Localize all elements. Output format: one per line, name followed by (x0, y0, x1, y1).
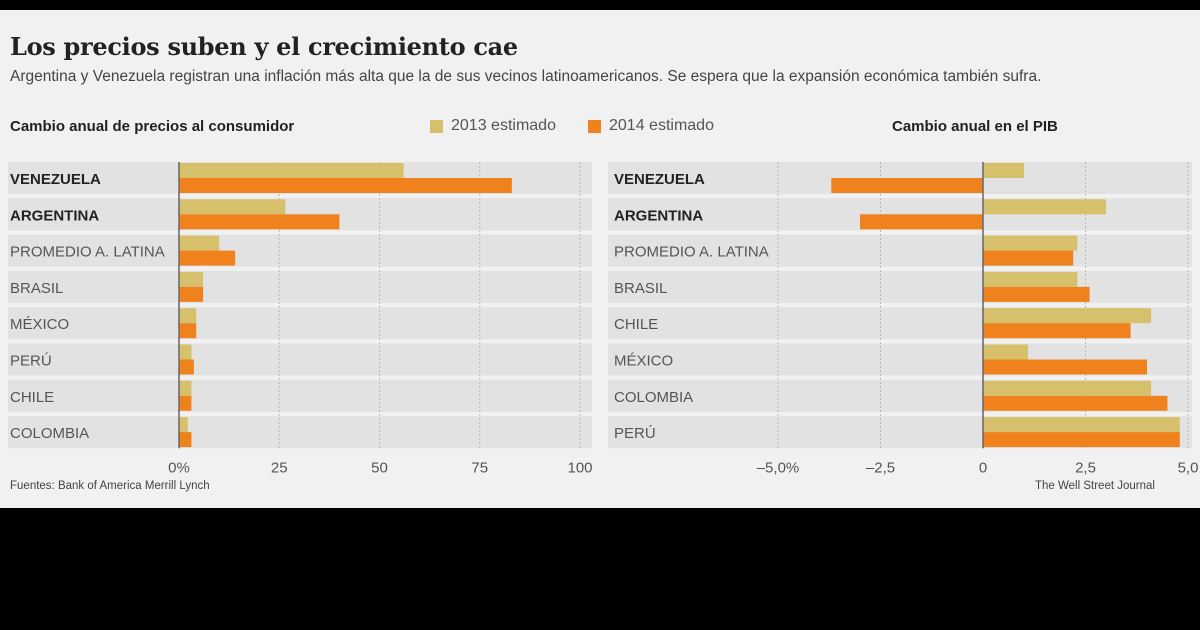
bar-2013-brasil (179, 271, 204, 287)
bar-2014-brasil (179, 286, 204, 302)
legend-item-2013: 2013 estimado (430, 117, 556, 135)
bar-2014-colombia (983, 395, 1168, 411)
legend-label-2014: 2014 estimado (609, 117, 714, 134)
x-tick-label: 100 (567, 459, 592, 476)
legend-swatch-2014 (588, 119, 601, 133)
bar-2013-colombia (179, 417, 188, 433)
category-label: ARGENTINA (10, 207, 99, 224)
category-label: COLOMBIA (614, 389, 693, 406)
category-label: MÉXICO (614, 353, 673, 370)
bar-2013-m-xico (983, 344, 1029, 360)
bar-2014-argentina (860, 214, 983, 230)
x-tick-label: 0% (168, 459, 190, 476)
category-label: COLOMBIA (10, 425, 89, 442)
bar-2014-promedio-a-latina (983, 250, 1074, 266)
x-tick-label: 25 (271, 459, 288, 476)
bar-2014-brasil (983, 286, 1090, 302)
category-label: CHILE (10, 389, 54, 406)
bar-2014-colombia (179, 432, 192, 448)
category-label: ARGENTINA (614, 207, 703, 224)
row-band (8, 416, 592, 449)
x-tick-label: 5,0 (1178, 459, 1199, 476)
row-band (8, 343, 592, 376)
bar-2013-chile (179, 380, 192, 396)
bar-2014-chile (983, 323, 1131, 339)
bar-2013-venezuela (983, 163, 1024, 178)
bar-2014-chile (179, 395, 192, 411)
bar-2013-promedio-a-latina (179, 235, 220, 251)
row-band (8, 270, 592, 303)
bar-2014-m-xico (179, 323, 197, 339)
category-label: PERÚ (614, 425, 656, 442)
x-tick-label: 50 (371, 459, 388, 476)
gdp-chart: –5,0% –2,5 0 2,5 5,0 VENEZUELA ARGENTINA PROMED… (608, 162, 1199, 476)
bar-2013-per- (179, 344, 192, 360)
chart-subtitle: Argentina y Venezuela registran una infl… (10, 68, 1042, 85)
category-label: PERÚ (10, 353, 52, 370)
bar-2014-per- (179, 359, 194, 375)
bar-2013-colombia (983, 380, 1152, 396)
row-band (8, 234, 592, 267)
legend-swatch-2013 (430, 119, 443, 133)
bar-2014-m-xico (983, 359, 1147, 375)
bar-2014-per- (983, 432, 1180, 448)
bar-2013-m-xico (179, 308, 197, 324)
category-label: VENEZUELA (10, 171, 101, 188)
category-label: BRASIL (614, 280, 667, 297)
x-tick-label: 0 (979, 459, 987, 476)
row-band (608, 234, 1192, 267)
credit-note: The Well Street Journal (1035, 480, 1155, 492)
bar-2014-venezuela (831, 178, 983, 193)
row-band (8, 379, 592, 412)
bar-2013-promedio-a-latina (983, 235, 1078, 251)
row-band (608, 270, 1192, 303)
x-tick-label: 2,5 (1075, 459, 1096, 476)
bar-2014-venezuela (179, 178, 512, 193)
cpi-chart: 0% 25 50 75 100 VENEZUELA ARGENTINA PROMEDIO A.… (8, 162, 593, 476)
category-label: PROMEDIO A. LATINA (10, 244, 165, 261)
bar-2013-brasil (983, 271, 1078, 287)
category-label: PROMEDIO A. LATINA (614, 244, 769, 261)
bar-2013-argentina (179, 199, 286, 215)
category-label: CHILE (614, 316, 658, 333)
source-note: Fuentes: Bank of America Merrill Lynch (10, 480, 210, 492)
infographic-panel: Los precios suben y el crecimiento cae A… (0, 10, 1200, 508)
category-label: BRASIL (10, 280, 63, 297)
x-tick-label: 75 (471, 459, 488, 476)
legend-label-2013: 2013 estimado (451, 117, 556, 134)
category-label: MÉXICO (10, 316, 69, 333)
left-chart-title: Cambio anual de precios al consumidor (10, 118, 295, 135)
right-chart-title: Cambio anual en el PIB (892, 118, 1058, 135)
chart-main-title: Los precios suben y el crecimiento cae (10, 32, 518, 61)
bar-2013-chile (983, 308, 1152, 324)
bar-2013-per- (983, 417, 1180, 433)
category-label: VENEZUELA (614, 171, 705, 188)
bar-2014-promedio-a-latina (179, 250, 236, 266)
legend-item-2014: 2014 estimado (588, 117, 714, 135)
x-tick-label: –2,5 (866, 459, 895, 476)
bar-2013-venezuela (179, 163, 404, 178)
x-tick-label: –5,0% (757, 459, 800, 476)
row-band (8, 307, 592, 340)
bar-2013-argentina (983, 199, 1106, 215)
bar-2014-argentina (179, 214, 340, 230)
